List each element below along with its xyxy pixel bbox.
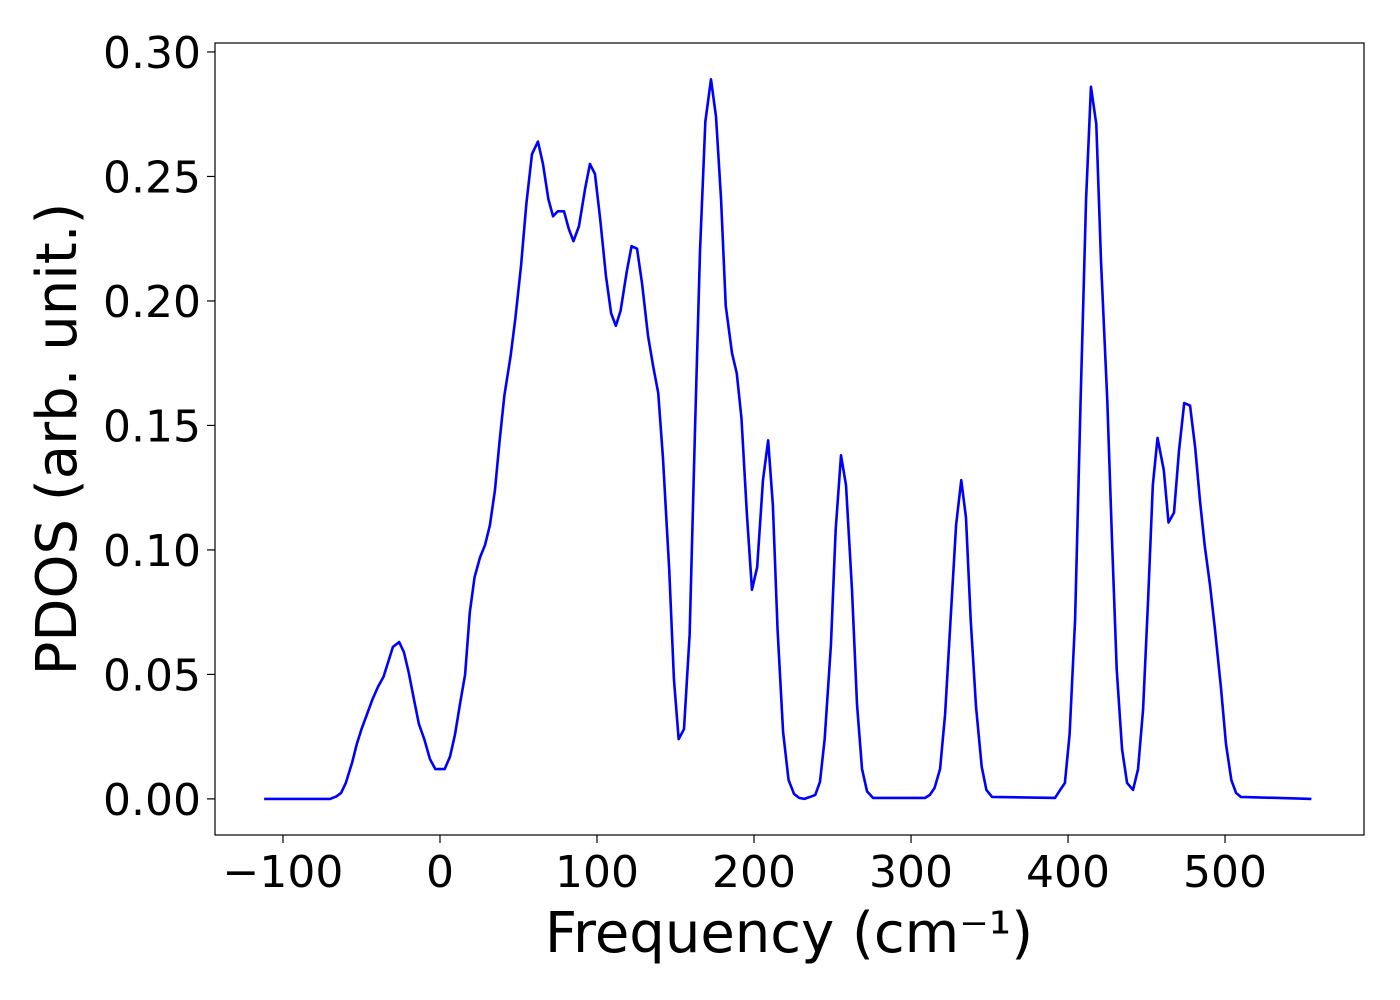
y-tick-label: 0.15 xyxy=(103,401,201,452)
y-tick-label: 0.25 xyxy=(103,152,201,203)
x-tick-label: 0 xyxy=(426,847,454,898)
x-tick-label: 500 xyxy=(1183,847,1267,898)
x-tick-label: −100 xyxy=(223,847,344,898)
y-tick-label: 0.30 xyxy=(103,28,201,79)
y-axis-label: PDOS (arb. unit.) xyxy=(25,203,90,676)
x-axis-label: Frequency (cm⁻¹) xyxy=(545,901,1033,966)
x-tick-label: 100 xyxy=(555,847,639,898)
data-line xyxy=(264,78,1312,801)
x-tick-label: 300 xyxy=(869,847,953,898)
x-tick-label: 200 xyxy=(712,847,796,898)
y-tick-label: 0.10 xyxy=(103,526,201,577)
y-tick-label: 0.20 xyxy=(103,277,201,328)
y-tick-label: 0.00 xyxy=(103,775,201,826)
axes-frame xyxy=(214,42,1365,836)
y-tick-label: 0.05 xyxy=(103,650,201,701)
x-tick-label: 400 xyxy=(1026,847,1110,898)
